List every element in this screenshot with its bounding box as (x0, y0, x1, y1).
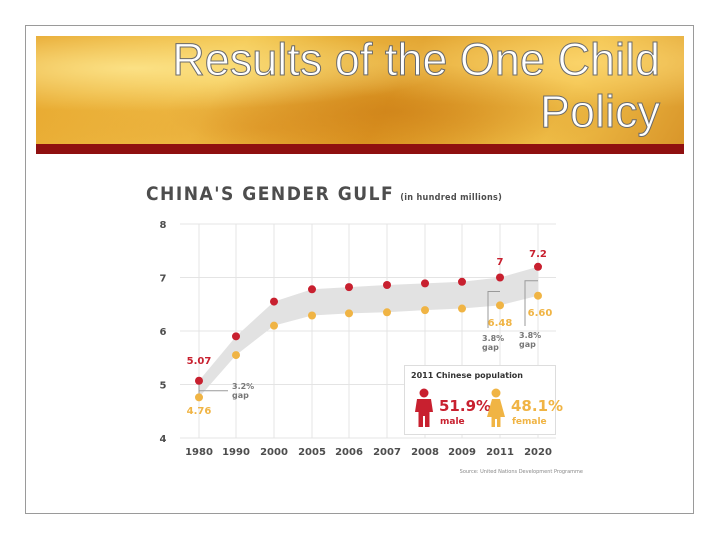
slide-frame (25, 25, 694, 514)
label-male-1980: 5.07 (187, 356, 212, 367)
male-percent: 51.9% (439, 397, 492, 415)
female-point-2011 (496, 301, 504, 310)
female-point-2020 (534, 291, 542, 300)
female-label: female (512, 417, 547, 427)
male-point-1980 (195, 376, 203, 385)
female-point-2009 (458, 304, 466, 313)
male-point-2009 (458, 277, 466, 286)
x-tick-label: 2005 (298, 447, 326, 458)
chart-title: CHINA'S GENDER GULF (146, 183, 395, 205)
male-point-2006 (345, 283, 353, 292)
male-point-1990 (232, 332, 240, 341)
banner-stripe (36, 144, 684, 154)
x-tick-label: 2020 (524, 447, 552, 458)
label-female-2020: 6.60 (528, 308, 553, 319)
gap-2011-word: gap (482, 343, 499, 352)
label-male-2011: 7 (497, 257, 504, 268)
male-point-2020 (534, 262, 542, 271)
female-point-2008 (421, 306, 429, 315)
male-point-2000 (270, 297, 278, 306)
population-inset: 2011 Chinese population 51.9% male 48.1%… (404, 365, 563, 435)
label-female-1980: 4.76 (187, 406, 212, 417)
x-tick-label: 1980 (185, 447, 213, 458)
chart-subtitle: (in hundred millions) (400, 193, 503, 203)
x-tick-label: 2008 (411, 447, 439, 458)
y-tick-label: 6 (160, 327, 167, 338)
male-point-2005 (308, 285, 316, 294)
chart-title-block: CHINA'S GENDER GULF (in hundred millions) (146, 183, 502, 205)
gap-2020-leader (524, 280, 538, 326)
y-tick-label: 5 (160, 381, 167, 392)
female-percent: 48.1% (511, 397, 564, 415)
gap-2020-word: gap (519, 340, 536, 349)
label-female-2011: 6.48 (488, 318, 513, 329)
slide-title: Results of the One Child Policy (172, 34, 661, 138)
gap-2011-percent: 3.8% (482, 334, 504, 343)
x-tick-label: 2007 (373, 447, 401, 458)
gap-2011-leader (487, 291, 500, 328)
x-tick-label: 2000 (260, 447, 288, 458)
gap-1980-percent: 3.2% (232, 382, 254, 391)
male-point-2007 (383, 280, 391, 289)
title-banner (36, 36, 684, 144)
y-tick-label: 4 (160, 434, 167, 445)
x-tick-label: 2009 (448, 447, 476, 458)
x-tick-label: 2011 (486, 447, 514, 458)
male-person-icon (415, 388, 433, 427)
male-point-2011 (496, 273, 504, 282)
gap-2020-percent: 3.8% (519, 331, 541, 340)
female-point-2005 (308, 311, 316, 320)
gap-1980-word: gap (232, 391, 249, 400)
chart-source: Source: United Nations Development Progr… (460, 469, 583, 475)
female-person-icon (487, 388, 505, 427)
female-point-1990 (232, 351, 240, 360)
gender-gap-band (199, 266, 538, 398)
female-point-1980 (195, 393, 203, 402)
inset-title: 2011 Chinese population (411, 371, 523, 380)
male-point-2008 (421, 279, 429, 288)
label-male-2020: 7.2 (529, 249, 547, 260)
x-tick-label: 1990 (222, 447, 250, 458)
female-point-2006 (345, 309, 353, 318)
y-tick-label: 8 (160, 220, 167, 231)
female-point-2000 (270, 321, 278, 330)
y-tick-label: 7 (160, 274, 167, 285)
male-label: male (440, 417, 465, 427)
female-point-2007 (383, 308, 391, 317)
x-tick-label: 2006 (335, 447, 363, 458)
